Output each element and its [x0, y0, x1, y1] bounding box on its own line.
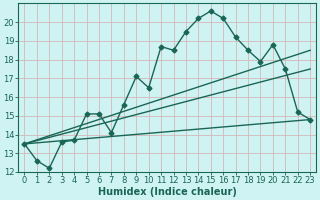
X-axis label: Humidex (Indice chaleur): Humidex (Indice chaleur)	[98, 187, 237, 197]
